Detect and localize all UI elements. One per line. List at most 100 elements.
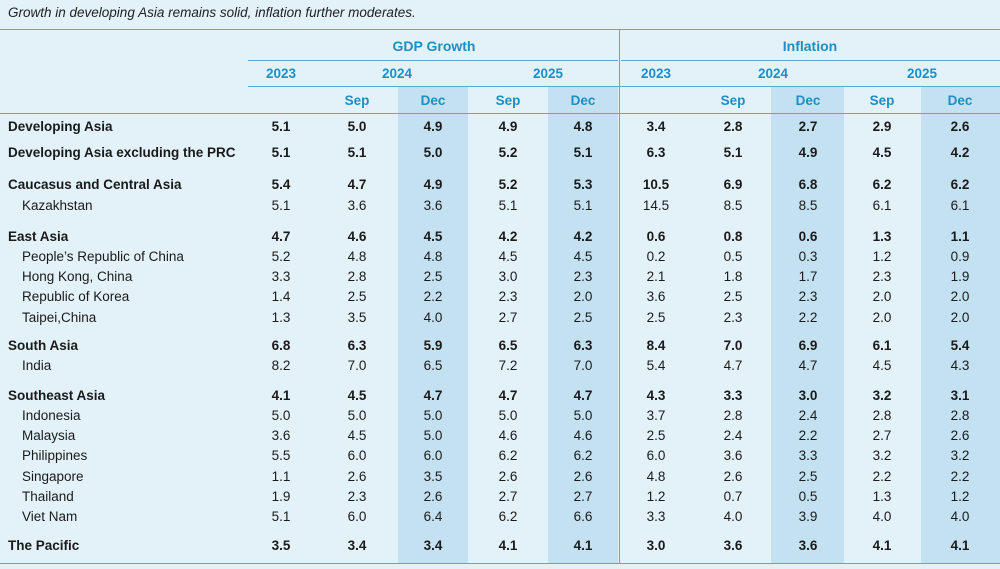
table-cell: 3.0 (646, 538, 666, 553)
table-cell: 5.2 (498, 145, 518, 160)
table-cell: 6.1 (950, 198, 970, 213)
table-cell: 1.4 (271, 289, 291, 304)
month-gdp-2025-dec: Dec (570, 93, 596, 108)
table-cell: 5.4 (646, 358, 666, 373)
table-cell: 2.3 (798, 289, 818, 304)
table-cell: 2.8 (723, 119, 743, 134)
month-infl-2025-dec: Dec (947, 93, 973, 108)
table-cell: 3.6 (271, 428, 291, 443)
table-row: Kazakhstan 5.1 3.6 3.6 5.1 5.1 14.5 8.5 8.5 6.1 6.… (0, 196, 1000, 216)
table-cell: 2.2 (798, 310, 818, 325)
table-cell: 2.3 (723, 310, 743, 325)
row-label: Thailand (22, 489, 74, 504)
table-cell: 5.2 (271, 249, 291, 264)
table-cell: 0.2 (646, 249, 666, 264)
table-cell: 2.6 (950, 119, 970, 134)
row-label: Singapore (22, 469, 84, 484)
table-cell: 3.0 (798, 388, 818, 403)
table-cell: 2.0 (872, 310, 892, 325)
table-cell: 2.7 (872, 428, 892, 443)
month-infl-2024-dec: Dec (795, 93, 821, 108)
shade-infl-2025-dec (921, 86, 1000, 563)
table-cell: 0.8 (723, 229, 743, 244)
table-cell: 2.2 (798, 428, 818, 443)
table-cell: 3.2 (950, 448, 970, 463)
table-cell: 2.5 (347, 289, 367, 304)
row-label: Taipei,China (22, 310, 97, 325)
table-cell: 2.4 (798, 408, 818, 423)
table-cell: 2.8 (347, 269, 367, 284)
table-cell: 2.5 (723, 289, 743, 304)
table-cell: 4.1 (271, 388, 291, 403)
inflation-header-rule (621, 60, 1000, 61)
gdp-header-rule (248, 60, 618, 61)
table-row: Developing Asia 5.1 5.0 4.9 4.9 4.8 3.4 2.8 2.7 2… (0, 117, 1000, 137)
table-cell: 2.6 (498, 469, 518, 484)
table-cell: 4.1 (872, 538, 892, 553)
table-cell: 2.9 (872, 119, 892, 134)
table-cell: 5.0 (271, 408, 291, 423)
table-cell: 2.8 (723, 408, 743, 423)
table-row: Singapore 1.1 2.6 3.5 2.6 2.6 4.8 2.6 2.5 2.2 2.2 (0, 467, 1000, 487)
row-label: Indonesia (22, 408, 81, 423)
year-infl-2024: 2024 (757, 66, 789, 81)
table-cell: 5.1 (271, 119, 291, 134)
table-row: Developing Asia excluding the PRC 5.1 5.1 5… (0, 143, 1000, 163)
table-row: Thailand 1.9 2.3 2.6 2.7 2.7 1.2 0.7 0.5 1.3 1.2 (0, 487, 1000, 507)
table-cell: 5.0 (498, 408, 518, 423)
table-cell: 6.3 (646, 145, 666, 160)
table-cell: 0.9 (950, 249, 970, 264)
table-cell: 1.2 (646, 489, 666, 504)
table-cell: 2.3 (872, 269, 892, 284)
table-cell: 6.5 (423, 358, 443, 373)
table-cell: 4.2 (498, 229, 518, 244)
table-cell: 4.9 (423, 177, 443, 192)
row-label: Hong Kong, China (22, 269, 133, 284)
year-infl-2023: 2023 (640, 66, 672, 81)
year-header-rule (248, 86, 1000, 87)
table-cell: 4.0 (872, 509, 892, 524)
table-cell: 2.5 (646, 428, 666, 443)
table-cell: 5.1 (573, 198, 593, 213)
table-cell: 1.2 (950, 489, 970, 504)
table-cell: 2.5 (573, 310, 593, 325)
table-cell: 6.2 (950, 177, 970, 192)
table-row: Philippines 5.5 6.0 6.0 6.2 6.2 6.0 3.6 3.3 3.2 3.… (0, 446, 1000, 466)
table-cell: 6.5 (498, 338, 518, 353)
year-gdp-2024: 2024 (381, 66, 413, 81)
table-caption: Growth in developing Asia remains solid,… (8, 5, 416, 20)
table-cell: 5.9 (423, 338, 443, 353)
table-row: Malaysia 3.6 4.5 5.0 4.6 4.6 2.5 2.4 2.2 2.7 2.6 (0, 426, 1000, 446)
table-row: The Pacific 3.5 3.4 3.4 4.1 4.1 3.0 3.6 3.6 4.1 4.… (0, 536, 1000, 556)
table-cell: 4.0 (723, 509, 743, 524)
month-gdp-2024-sep: Sep (344, 93, 370, 108)
table-cell: 3.4 (423, 538, 443, 553)
table-cell: 4.7 (498, 388, 518, 403)
row-label: Philippines (22, 448, 88, 463)
table-cell: 2.2 (872, 469, 892, 484)
row-label: Malaysia (22, 428, 76, 443)
table-cell: 2.0 (950, 289, 970, 304)
gdp-growth-header: GDP Growth (392, 38, 476, 54)
table-cell: 2.8 (872, 408, 892, 423)
table-cell: 6.0 (646, 448, 666, 463)
table-cell: 6.0 (347, 448, 367, 463)
row-label: The Pacific (8, 538, 80, 553)
table-cell: 5.0 (423, 408, 443, 423)
table-cell: 4.7 (798, 358, 818, 373)
table-cell: 4.6 (347, 229, 367, 244)
table-cell: 5.5 (271, 448, 291, 463)
table-row: People’s Republic of China 5.2 4.8 4.8 4.5 4.… (0, 247, 1000, 267)
table-cell: 5.0 (347, 408, 367, 423)
month-gdp-2024-dec: Dec (420, 93, 446, 108)
table-row: Republic of Korea 1.4 2.5 2.2 2.3 2.0 3.6 2.5 2.… (0, 287, 1000, 307)
table-cell: 4.9 (423, 119, 443, 134)
table-cell: 5.4 (950, 338, 970, 353)
table-cell: 2.5 (798, 469, 818, 484)
table-cell: 2.3 (347, 489, 367, 504)
table-cell: 8.4 (646, 338, 666, 353)
table-cell: 6.4 (423, 509, 443, 524)
table-cell: 1.1 (950, 229, 970, 244)
table-cell: 4.8 (573, 119, 593, 134)
table-cell: 5.1 (723, 145, 743, 160)
